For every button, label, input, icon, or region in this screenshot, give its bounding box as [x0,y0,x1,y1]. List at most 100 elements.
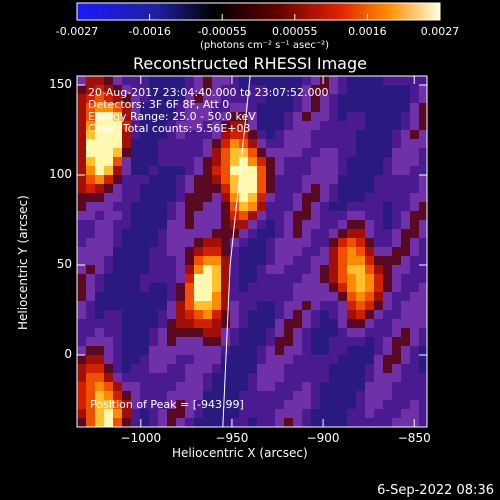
heatmap-cell [284,103,293,112]
heatmap-cell [131,193,140,202]
heatmap-cell [347,301,356,310]
heatmap-cell [95,121,104,130]
heatmap-cell [257,130,266,139]
heatmap-cell [248,130,257,139]
heatmap-cell [212,292,221,301]
heatmap-cell [86,292,95,301]
heatmap-cell [293,157,302,166]
heatmap-cell [230,301,239,310]
heatmap-cell [329,256,338,265]
heatmap-cell [401,157,410,166]
heatmap-cell [95,166,104,175]
heatmap-cell [347,76,356,85]
heatmap-cell [302,94,311,103]
heatmap-cell [329,211,338,220]
heatmap-cell [248,319,257,328]
colorbar-tick-label: -0.0016 [128,25,171,38]
heatmap-cell [104,418,113,427]
heatmap-cell [203,382,212,391]
heatmap-cell [365,265,374,274]
heatmap-cell [293,166,302,175]
heatmap-cell [230,256,239,265]
heatmap-cell [293,175,302,184]
heatmap-cell [374,310,383,319]
heatmap-cell [338,319,347,328]
heatmap-cell [230,364,239,373]
heatmap-cell [329,238,338,247]
heatmap-cell [266,211,275,220]
heatmap-cell [356,166,365,175]
colorbar-tick-label: -0.00055 [197,25,247,38]
heatmap-cell [311,121,320,130]
heatmap-cell [311,310,320,319]
heatmap-cell [230,319,239,328]
heatmap-cell [158,148,167,157]
heatmap-cell [221,112,230,121]
heatmap-cell [356,391,365,400]
heatmap-cell [383,121,392,130]
heatmap-cell [212,373,221,382]
heatmap-cell [383,319,392,328]
heatmap-cell [221,166,230,175]
heatmap-cell [392,247,401,256]
heatmap-cell [257,112,266,121]
heatmap-cell [113,346,122,355]
heatmap-cell [158,94,167,103]
heatmap-cell [113,319,122,328]
heatmap-cell [419,202,427,211]
heatmap-cell [140,256,149,265]
heatmap-cell [419,355,427,364]
heatmap-cell [122,328,131,337]
heatmap-cell [356,283,365,292]
heatmap-cell [266,166,275,175]
heatmap-cell [230,130,239,139]
heatmap-cell [158,283,167,292]
heatmap-cell [338,292,347,301]
heatmap-cell [266,193,275,202]
heatmap-cell [338,103,347,112]
heatmap-cell [302,265,311,274]
heatmap-cell [419,337,427,346]
heatmap-cell [401,391,410,400]
heatmap-cell [77,247,86,256]
heatmap-cell [302,373,311,382]
heatmap-cell [392,364,401,373]
heatmap-cell [212,166,221,175]
heatmap-cell [230,202,239,211]
heatmap-cell [167,148,176,157]
heatmap-cell [122,76,131,85]
heatmap-cell [383,112,392,121]
heatmap-cell [221,283,230,292]
heatmap-cell [194,265,203,274]
heatmap-cell [167,103,176,112]
heatmap-cell [140,85,149,94]
heatmap-cell [149,202,158,211]
heatmap-cell [122,85,131,94]
heatmap-cell [167,229,176,238]
heatmap-cell [239,382,248,391]
heatmap-cell [77,184,86,193]
heatmap-cell [140,310,149,319]
heatmap-cell [293,193,302,202]
heatmap-cell [275,328,284,337]
heatmap-cell [392,139,401,148]
heatmap-cell [419,76,427,85]
heatmap-cell [176,148,185,157]
heatmap-cell [275,157,284,166]
heatmap-cell [284,382,293,391]
heatmap-cell [203,418,212,427]
heatmap-cell [149,337,158,346]
heatmap-cell [419,265,427,274]
heatmap-cell [275,94,284,103]
heatmap-cell [275,238,284,247]
heatmap-cell [275,229,284,238]
heatmap-cell [203,283,212,292]
heatmap-cell [86,121,95,130]
heatmap-cell [167,418,176,427]
heatmap-cell [104,94,113,103]
heatmap-cell [419,112,427,121]
heatmap-cell [122,382,131,391]
heatmap-cell [95,220,104,229]
heatmap-cell [302,391,311,400]
heatmap-cell [392,130,401,139]
